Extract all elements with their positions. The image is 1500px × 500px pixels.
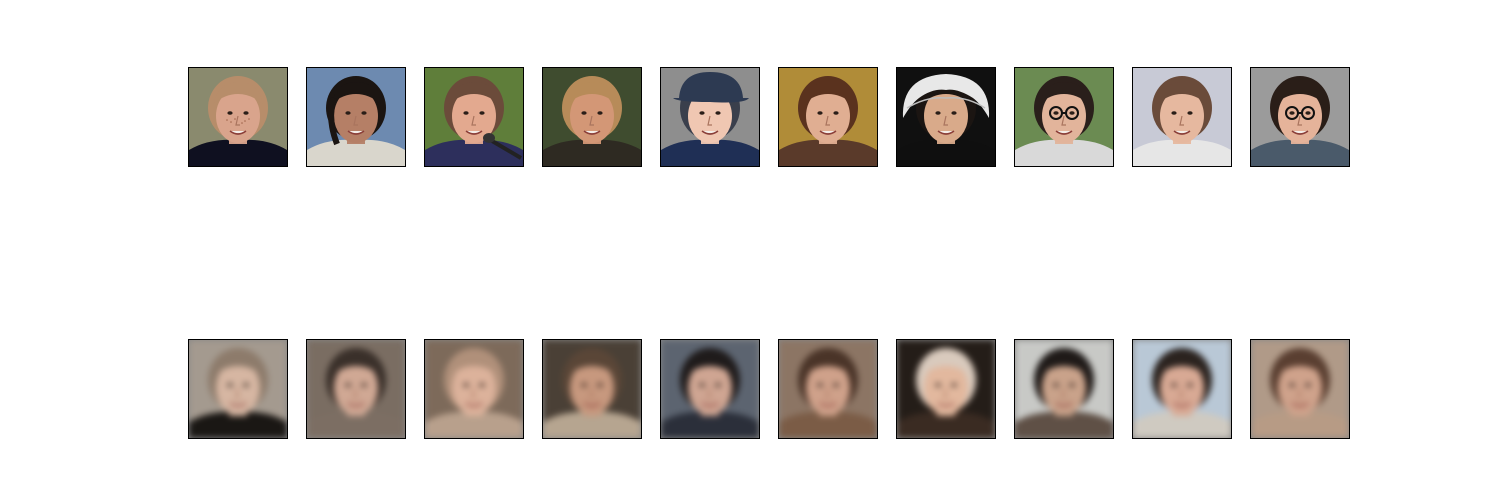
face-thumbnail (1015, 68, 1113, 166)
original-face-image-9 (1132, 67, 1232, 167)
reconstructed-face-image-4 (542, 339, 642, 439)
face-thumbnail (189, 340, 287, 438)
face-thumbnail (189, 68, 287, 166)
face-thumbnail (661, 340, 759, 438)
original-face-image-6 (778, 67, 878, 167)
face-thumbnail (307, 68, 405, 166)
original-face-image-1 (188, 67, 288, 167)
face-thumbnail (543, 68, 641, 166)
face-thumbnail (1133, 340, 1231, 438)
reconstructed-face-image-5 (660, 339, 760, 439)
original-face-image-5 (660, 67, 760, 167)
reconstructed-face-image-10 (1250, 339, 1350, 439)
original-face-image-3 (424, 67, 524, 167)
face-thumbnail (543, 340, 641, 438)
face-thumbnail (1015, 340, 1113, 438)
original-face-image-7 (896, 67, 996, 167)
reconstructed-faces-row (188, 339, 1352, 439)
original-face-image-2 (306, 67, 406, 167)
reconstructed-face-image-9 (1132, 339, 1232, 439)
face-thumbnail (1251, 340, 1349, 438)
reconstructed-face-image-1 (188, 339, 288, 439)
face-thumbnail (425, 68, 523, 166)
original-face-image-4 (542, 67, 642, 167)
reconstructed-face-image-2 (306, 339, 406, 439)
reconstructed-face-image-3 (424, 339, 524, 439)
reconstructed-face-image-8 (1014, 339, 1114, 439)
face-thumbnail (897, 340, 995, 438)
face-thumbnail (779, 68, 877, 166)
reconstructed-face-image-6 (778, 339, 878, 439)
face-thumbnail (307, 340, 405, 438)
face-thumbnail (779, 340, 877, 438)
face-thumbnail (1251, 68, 1349, 166)
original-face-image-8 (1014, 67, 1114, 167)
face-thumbnail (897, 68, 995, 166)
face-thumbnail (1133, 68, 1231, 166)
original-faces-row (188, 67, 1352, 167)
face-thumbnail (425, 340, 523, 438)
reconstructed-face-image-7 (896, 339, 996, 439)
face-thumbnail (661, 68, 759, 166)
original-face-image-10 (1250, 67, 1350, 167)
